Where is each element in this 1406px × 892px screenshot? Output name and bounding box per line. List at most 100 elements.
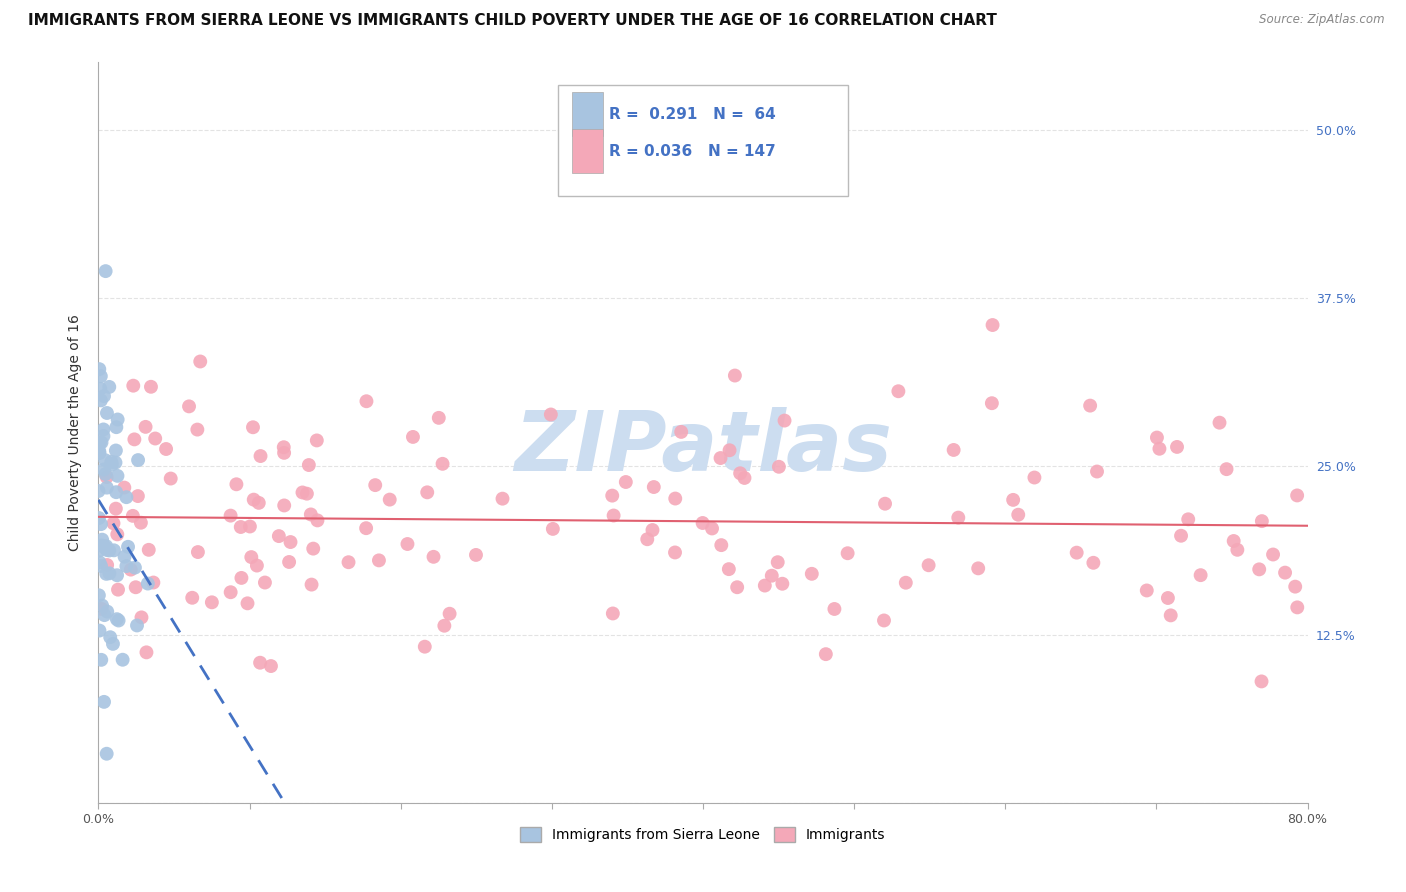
Point [664, 545, 686, 559]
Point [98, 380, 121, 394]
Point [89, 555, 111, 569]
Point [1222, 534, 1244, 549]
Point [413, 640, 436, 654]
Bar [558, 85, 848, 195]
Point [887, 384, 910, 399]
Point [1136, 583, 1159, 598]
Point [181, 591, 204, 605]
Point [100, 458, 122, 472]
Point [710, 538, 733, 552]
Point [225, 477, 247, 491]
Point [1189, 568, 1212, 582]
Point [125, 618, 148, 632]
Point [728, 467, 751, 481]
Point [249, 656, 271, 670]
Point [107, 582, 129, 597]
Point [299, 508, 322, 522]
Point [1250, 514, 1272, 528]
Point [129, 516, 152, 530]
Point [291, 485, 314, 500]
Point [980, 396, 1002, 410]
Point [90, 517, 112, 532]
Point [967, 561, 990, 575]
Point [356, 394, 378, 409]
Point [139, 380, 162, 394]
Point [1170, 529, 1192, 543]
Point [823, 602, 845, 616]
Point [1226, 542, 1249, 557]
Point [96, 406, 118, 420]
Point [101, 637, 124, 651]
Point [396, 537, 419, 551]
Point [1286, 488, 1309, 502]
Point [90, 435, 112, 450]
Point [93, 695, 115, 709]
Point [278, 555, 301, 569]
Point [122, 378, 145, 392]
Point [90, 539, 112, 553]
Point [643, 480, 665, 494]
Point [364, 478, 387, 492]
Point [1002, 492, 1025, 507]
Point [91, 599, 114, 613]
Point [159, 471, 181, 485]
Point [121, 508, 143, 523]
Point [692, 516, 714, 530]
Point [273, 446, 295, 460]
Point [93, 608, 115, 623]
Point [177, 400, 200, 414]
Point [273, 499, 295, 513]
Point [90, 559, 112, 574]
Point [105, 612, 128, 626]
Point [301, 577, 323, 591]
Point [1146, 431, 1168, 445]
Point [103, 543, 125, 558]
Point [1085, 465, 1108, 479]
Point [734, 471, 756, 485]
Point [187, 545, 209, 559]
Point [127, 489, 149, 503]
Point [186, 423, 208, 437]
Point [1284, 580, 1306, 594]
Point [302, 541, 325, 556]
Text: R =  0.291   N =  64: R = 0.291 N = 64 [609, 107, 776, 122]
Point [1160, 608, 1182, 623]
Point [131, 610, 153, 624]
Point [219, 585, 242, 599]
Point [837, 546, 859, 560]
Point [1066, 546, 1088, 560]
Point [754, 578, 776, 592]
Point [402, 430, 425, 444]
Point [253, 575, 276, 590]
Point [1286, 600, 1309, 615]
Point [433, 618, 456, 632]
Point [94, 264, 117, 278]
Point [96, 747, 118, 761]
Point [229, 520, 252, 534]
Point [273, 440, 295, 454]
Point [98, 543, 121, 558]
Point [239, 519, 262, 533]
Point [120, 563, 142, 577]
Point [89, 624, 111, 638]
Point [93, 429, 115, 443]
Point [96, 558, 118, 572]
Point [89, 446, 111, 460]
Point [725, 580, 748, 594]
Point [761, 568, 783, 582]
Point [90, 653, 112, 667]
Point [98, 566, 121, 581]
Point [135, 420, 157, 434]
Point [96, 543, 118, 558]
Point [94, 467, 117, 481]
Point [142, 575, 165, 590]
Point [800, 566, 823, 581]
Point [354, 521, 377, 535]
Point [614, 475, 637, 489]
Point [87, 483, 110, 498]
Point [422, 549, 444, 564]
Point [231, 571, 253, 585]
Point [298, 458, 321, 472]
Point [87, 436, 110, 450]
Point [1083, 556, 1105, 570]
